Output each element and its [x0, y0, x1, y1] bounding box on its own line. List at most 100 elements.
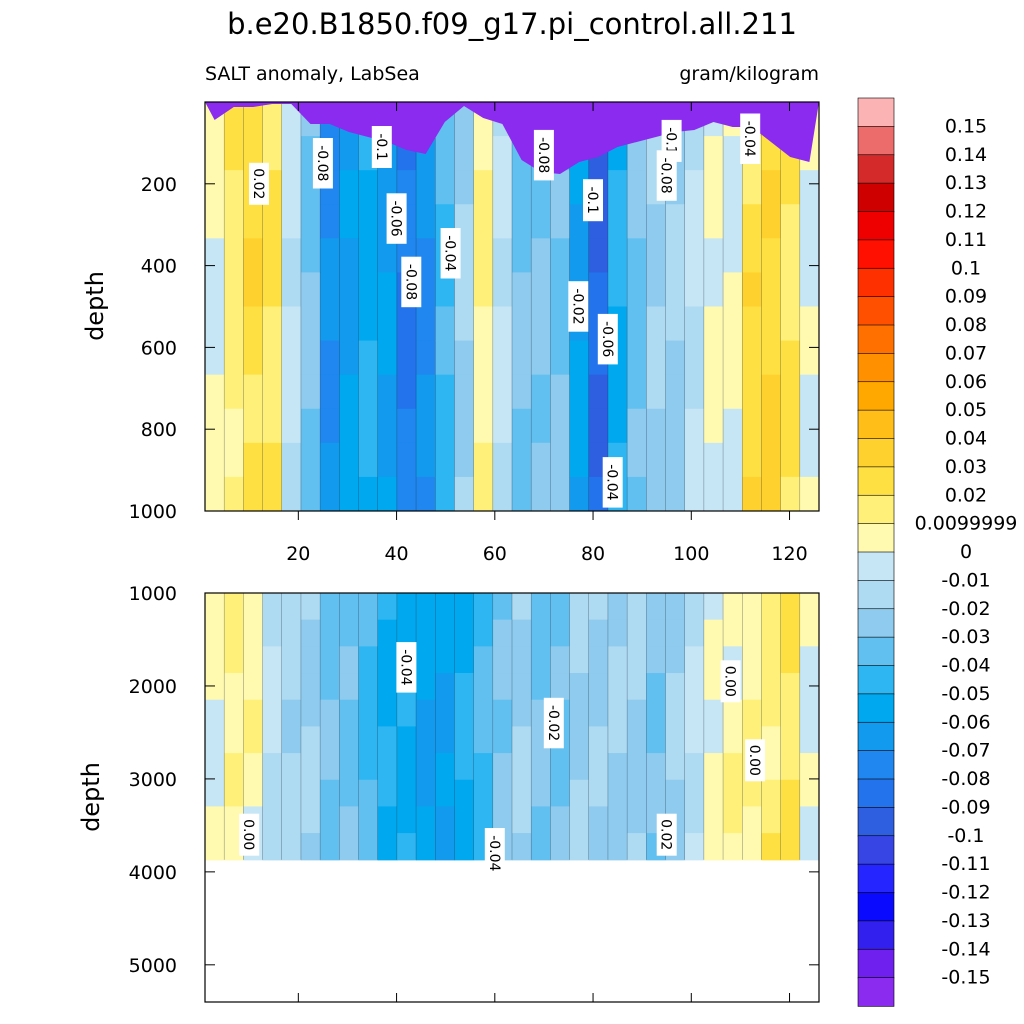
- field-cell: [665, 442, 686, 478]
- field-cell: [703, 238, 724, 274]
- field-cell: [300, 779, 321, 808]
- field-cell: [320, 306, 340, 342]
- field-cell: [262, 646, 283, 674]
- field-cell: [627, 136, 647, 171]
- field-cell: [492, 476, 513, 511]
- y-tick-label: 1000: [129, 583, 177, 605]
- field-cell: [473, 272, 494, 308]
- contour-label: -0.04: [440, 228, 461, 279]
- field-cell: [703, 779, 724, 808]
- field-cell: [224, 753, 244, 781]
- contour-label-box: [745, 739, 766, 782]
- field-cell: [435, 779, 456, 808]
- field-cell: [262, 476, 283, 511]
- field-cell: [684, 204, 705, 239]
- y-tick-label: 1000: [129, 501, 177, 523]
- field-cell: [358, 204, 379, 239]
- field-cell: [799, 204, 819, 239]
- field-cell: [607, 806, 628, 834]
- field-cell: [703, 442, 724, 478]
- contour-label-box: [239, 813, 260, 856]
- field-cell: [512, 238, 532, 274]
- field-cell: [396, 306, 417, 342]
- field-cell: [607, 646, 628, 674]
- field-cell: [300, 374, 321, 410]
- field-cell: [300, 699, 321, 727]
- field-cell: [416, 753, 436, 781]
- contour-label-text: 0.02: [658, 819, 674, 850]
- field-cell: [607, 204, 628, 239]
- colorbar-box: [857, 750, 895, 780]
- field-cell: [454, 442, 475, 478]
- colorbar-box: [857, 920, 895, 950]
- contour-label-text: -0.1: [373, 133, 389, 160]
- colorbar-box: [857, 466, 895, 496]
- field-cell: [435, 619, 456, 647]
- field-cell: [761, 374, 782, 410]
- field-cell: [723, 408, 743, 444]
- contour-label: -0.1: [583, 179, 603, 222]
- contour-label-text: 0.00: [240, 819, 256, 850]
- y-tick-label: 2000: [129, 676, 177, 698]
- field-cell: [473, 779, 494, 808]
- contour-label: -0.04: [740, 113, 761, 165]
- field-cell: [550, 204, 571, 239]
- field-cell: [627, 476, 647, 511]
- field-cell: [339, 673, 360, 701]
- colorbar-label: 0.09: [945, 286, 987, 308]
- field-cell: [780, 646, 801, 674]
- field-cell: [358, 170, 379, 205]
- field-cell: [224, 442, 244, 478]
- field-cell: [550, 374, 571, 410]
- field-cell: [454, 673, 475, 701]
- contour-label-text: -0.08: [314, 145, 330, 181]
- field-cell: [588, 833, 609, 861]
- field-cell: [454, 699, 475, 727]
- colorbar-box: [857, 636, 895, 667]
- field-cell: [377, 753, 398, 781]
- colorbar-label: 0.0099999: [915, 513, 1018, 535]
- field-cell: [799, 340, 819, 376]
- field-cell: [281, 726, 302, 754]
- field-cell: [454, 170, 475, 205]
- x-tick-label: 80: [581, 543, 605, 565]
- field-cell: [339, 726, 360, 754]
- field-cell: [550, 442, 571, 478]
- field-cell: [799, 272, 819, 308]
- field-cell: [627, 306, 647, 342]
- field-cell: [454, 619, 475, 647]
- field-cell: [665, 340, 686, 376]
- field-cell: [588, 673, 609, 701]
- y-tick-label: 600: [141, 337, 177, 359]
- contour-label-text: -0.02: [545, 705, 561, 741]
- contour-label: -0.04: [396, 642, 417, 693]
- field-cell: [550, 806, 571, 834]
- field-cell: [646, 753, 667, 781]
- upper-y-axis: 200 400 600 800 1000: [129, 174, 819, 523]
- field-cell: [300, 593, 321, 621]
- field-cell: [262, 442, 283, 478]
- field-cell: [627, 673, 647, 701]
- field-cell: [281, 374, 302, 410]
- field-cell: [684, 374, 705, 410]
- field-cell: [569, 779, 590, 808]
- field-cell: [416, 833, 436, 861]
- contour-label-box: [720, 660, 741, 703]
- field-cell: [512, 476, 532, 511]
- field-cell: [665, 238, 686, 274]
- field-cell: [512, 374, 532, 410]
- field-cell: [416, 673, 436, 701]
- field-cell: [684, 476, 705, 511]
- field-cell: [703, 753, 724, 781]
- field-cell: [416, 306, 436, 342]
- contour-label-box: [568, 281, 589, 332]
- field-cell: [435, 374, 456, 410]
- field-cell: [205, 374, 225, 410]
- field-cell: [454, 779, 475, 808]
- field-cell: [243, 699, 264, 727]
- field-cell: [665, 374, 686, 410]
- field-cell: [243, 646, 264, 674]
- contour-label-text: 0.02: [250, 168, 266, 199]
- field-cell: [262, 204, 283, 239]
- field-cell: [396, 408, 417, 444]
